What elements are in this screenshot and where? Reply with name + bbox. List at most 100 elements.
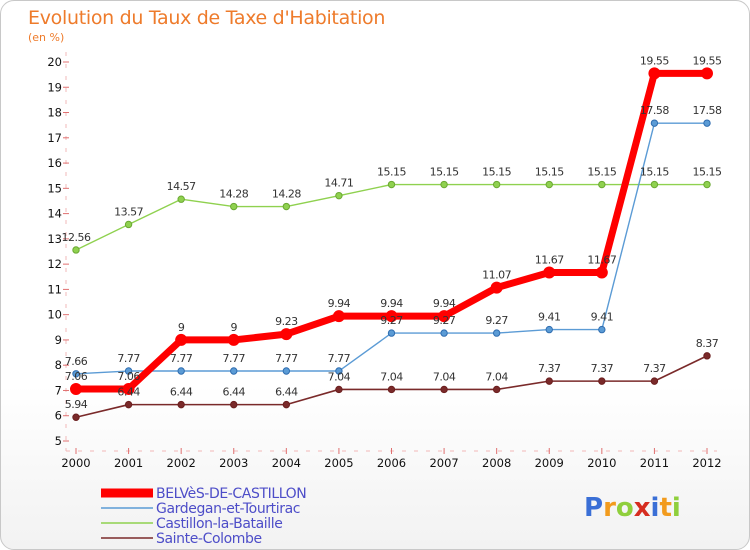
chart-title: Evolution du Taux de Taxe d'Habitation — [28, 7, 386, 29]
x-tick-label: 2007 — [429, 456, 458, 470]
legend-label: BELVèS-DE-CASTILLON — [156, 486, 306, 502]
x-tick-label: 2005 — [324, 456, 353, 470]
x-tick-label: 2002 — [167, 456, 196, 470]
data-point-belves-de-castillon — [122, 382, 135, 395]
data-point-gardegan-et-tourtirac — [387, 329, 396, 337]
logo-letter: i — [651, 493, 660, 523]
data-label-castillon-la-bataille: 15.15 — [640, 166, 669, 179]
data-label-castillon-la-bataille: 14.28 — [272, 188, 301, 201]
data-point-sainte-colombe — [72, 413, 80, 421]
y-tick-label: 7 — [55, 383, 62, 397]
data-label-belves-de-castillon: 9.94 — [380, 297, 403, 310]
data-label-sainte-colombe: 5.94 — [65, 398, 88, 411]
data-point-castillon-la-bataille — [492, 180, 501, 189]
data-label-gardegan-et-tourtirac: 9.27 — [485, 314, 508, 327]
data-point-gardegan-et-tourtirac — [492, 329, 501, 337]
data-point-sainte-colombe — [650, 377, 659, 385]
y-tick-label: 6 — [55, 409, 62, 423]
data-label-belves-de-castillon: 19.55 — [640, 54, 669, 67]
data-point-castillon-la-bataille — [650, 180, 659, 189]
data-point-castillon-la-bataille — [387, 180, 396, 189]
legend-label: Sainte-Colombe — [156, 531, 262, 547]
data-label-gardegan-et-tourtirac: 7.77 — [328, 352, 351, 365]
data-point-belves-de-castillon — [595, 266, 608, 279]
data-label-belves-de-castillon: 19.55 — [693, 54, 722, 67]
data-label-belves-de-castillon: 7.06 — [65, 370, 88, 383]
series-line-belves-de-castillon — [76, 69, 707, 393]
x-tick-label: 2000 — [61, 456, 90, 470]
x-tick-label: 2006 — [377, 456, 406, 470]
data-point-gardegan-et-tourtirac — [703, 119, 711, 127]
data-label-belves-de-castillon: 7.06 — [117, 370, 140, 383]
data-label-castillon-la-bataille: 15.15 — [587, 166, 616, 179]
data-point-belves-de-castillon — [490, 281, 503, 294]
data-label-sainte-colombe: 8.37 — [696, 337, 719, 350]
data-label-castillon-la-bataille: 14.57 — [167, 180, 196, 193]
data-label-gardegan-et-tourtirac: 9.27 — [380, 314, 403, 327]
data-label-gardegan-et-tourtirac: 7.77 — [223, 352, 246, 365]
logo-letter: x — [634, 493, 651, 523]
x-tick-label: 2012 — [692, 456, 721, 470]
y-tick-label: 13 — [47, 232, 62, 246]
data-point-belves-de-castillon — [543, 266, 556, 279]
data-label-castillon-la-bataille: 15.15 — [482, 166, 511, 179]
data-point-belves-de-castillon — [175, 333, 188, 346]
data-label-gardegan-et-tourtirac: 17.58 — [640, 104, 669, 117]
x-tick-label: 2010 — [587, 456, 616, 470]
data-point-sainte-colombe — [177, 400, 185, 409]
legend-label: Gardegan-et-Tourtirac — [156, 501, 300, 517]
logo-letter: i — [672, 493, 681, 523]
data-point-castillon-la-bataille — [545, 180, 553, 189]
data-point-castillon-la-bataille — [440, 180, 448, 189]
data-label-gardegan-et-tourtirac: 9.41 — [538, 311, 561, 324]
x-tick-label: 2011 — [640, 456, 669, 470]
data-label-castillon-la-bataille: 14.71 — [324, 177, 353, 190]
data-point-sainte-colombe — [545, 377, 553, 385]
data-label-belves-de-castillon: 9.23 — [275, 315, 298, 328]
x-tick-label: 2008 — [482, 456, 511, 470]
y-tick-label: 8 — [55, 358, 62, 372]
data-point-gardegan-et-tourtirac — [72, 370, 80, 378]
data-point-gardegan-et-tourtirac — [124, 367, 133, 375]
data-point-belves-de-castillon — [70, 382, 82, 395]
data-point-belves-de-castillon — [648, 67, 661, 80]
proxiti-logo: Proxiti — [584, 493, 681, 523]
data-label-gardegan-et-tourtirac: 17.58 — [693, 104, 722, 117]
data-point-gardegan-et-tourtirac — [282, 367, 291, 375]
y-tick-label: 11 — [47, 282, 62, 296]
data-point-belves-de-castillon — [280, 328, 293, 341]
data-point-sainte-colombe — [703, 352, 711, 360]
data-point-sainte-colombe — [387, 385, 396, 394]
data-point-gardegan-et-tourtirac — [335, 367, 343, 375]
data-label-castillon-la-bataille: 15.15 — [430, 166, 459, 179]
data-point-sainte-colombe — [492, 385, 501, 394]
data-point-sainte-colombe — [282, 400, 291, 409]
data-point-castillon-la-bataille — [230, 202, 238, 211]
data-label-sainte-colombe: 7.37 — [538, 362, 561, 375]
y-tick-label: 15 — [47, 181, 62, 195]
data-label-gardegan-et-tourtirac: 7.77 — [170, 352, 193, 365]
data-label-sainte-colombe: 7.04 — [380, 370, 403, 383]
data-point-castillon-la-bataille — [598, 180, 606, 189]
data-label-castillon-la-bataille: 12.56 — [62, 231, 91, 244]
y-tick-label: 14 — [47, 207, 62, 221]
data-label-castillon-la-bataille: 15.15 — [535, 166, 564, 179]
data-label-sainte-colombe: 7.04 — [328, 370, 351, 383]
data-point-gardegan-et-tourtirac — [440, 329, 448, 337]
data-point-castillon-la-bataille — [703, 180, 711, 189]
data-label-castillon-la-bataille: 13.57 — [114, 205, 143, 218]
legend-label: Castillon-la-Bataille — [156, 516, 282, 532]
data-point-sainte-colombe — [124, 400, 133, 409]
y-tick-label: 10 — [47, 308, 62, 322]
data-point-sainte-colombe — [440, 385, 448, 394]
y-tick-label: 5 — [55, 434, 62, 448]
data-label-gardegan-et-tourtirac: 9.41 — [591, 311, 614, 324]
x-tick-label: 2004 — [272, 456, 301, 470]
data-label-belves-de-castillon: 11.07 — [482, 269, 511, 282]
y-tick-label: 16 — [47, 156, 62, 170]
data-point-belves-de-castillon — [227, 333, 240, 346]
data-label-sainte-colombe: 6.44 — [117, 386, 140, 399]
data-label-belves-de-castillon: 11.67 — [535, 253, 564, 266]
data-point-gardegan-et-tourtirac — [650, 119, 659, 127]
